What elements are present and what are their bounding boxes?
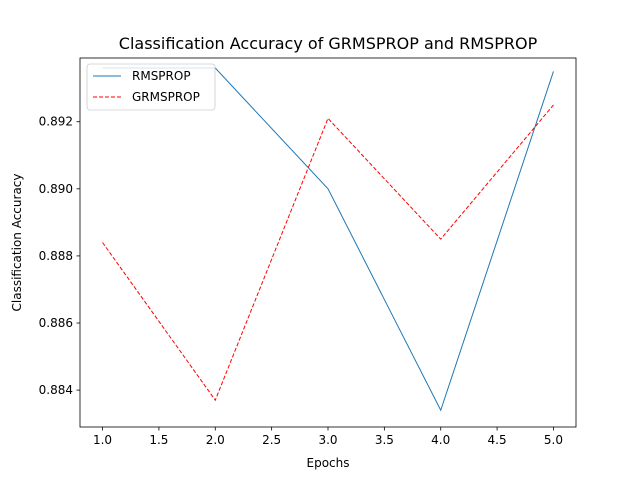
x-tick-label: 3.5 — [375, 433, 394, 447]
y-tick-label: 0.890 — [39, 182, 73, 196]
x-tick-label: 4.0 — [431, 433, 450, 447]
x-tick-label: 1.0 — [93, 433, 112, 447]
y-tick-label: 0.884 — [39, 383, 73, 397]
y-axis: 0.884 0.886 0.888 0.890 0.892 — [39, 115, 80, 397]
legend-label-grmsprop: GRMSPROP — [132, 90, 200, 104]
legend: RMSPROP GRMSPROP — [86, 63, 216, 111]
y-tick-label: 0.886 — [39, 316, 73, 330]
x-axis-label: Epochs — [307, 456, 350, 470]
plot-background — [80, 58, 576, 427]
x-tick-label: 2.0 — [206, 433, 225, 447]
x-tick-label: 4.5 — [488, 433, 507, 447]
y-tick-label: 0.888 — [39, 249, 73, 263]
series-line-grmsprop — [102, 104, 554, 402]
x-tick-label: 2.5 — [262, 433, 281, 447]
x-tick-label: 1.5 — [149, 433, 168, 447]
chart-title: Classification Accuracy of GRMSPROP and … — [119, 34, 538, 53]
x-tick-label: 5.0 — [544, 433, 563, 447]
x-axis: 1.0 1.5 2.0 2.5 3.0 3.5 4.0 4.5 5.0 — [93, 427, 563, 447]
legend-label-rmsprop: RMSPROP — [132, 69, 191, 83]
plot-area — [79, 57, 577, 428]
y-tick-label: 0.892 — [39, 115, 73, 129]
y-axis-label: Classification Accuracy — [10, 174, 24, 312]
x-tick-label: 3.0 — [318, 433, 337, 447]
